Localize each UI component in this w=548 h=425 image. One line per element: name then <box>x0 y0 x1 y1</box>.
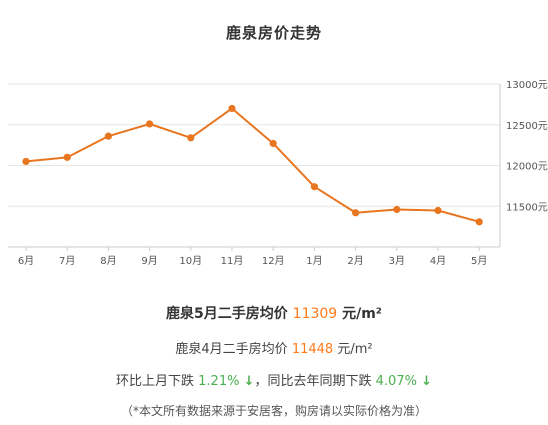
mom-value: 1.21% <box>198 374 240 389</box>
data-point <box>187 134 195 142</box>
chart-title: 鹿泉房价走势 <box>225 24 322 42</box>
y-tick-label: 11500元 <box>506 202 548 213</box>
yoy-prefix: ，同比去年同期下跌 <box>254 374 372 389</box>
x-tick-label: 12月 <box>262 255 285 267</box>
current-price-line: 鹿泉5月二手房均价 11309 元/m² <box>0 303 548 323</box>
price-trend-chart: 11500元 12000元 12500元 13000元 6月 7月 8月 9月 10月 11月 12… <box>8 80 548 267</box>
previous-price-unit: 元/m² <box>337 342 373 357</box>
change-line: 环比上月下跌 1.21% ↓，同比去年同期下跌 4.07% ↓ <box>0 370 548 389</box>
data-point <box>228 104 236 113</box>
yoy-down-arrow-icon: ↓ <box>421 374 433 389</box>
data-point <box>475 218 483 226</box>
data-point <box>434 206 442 215</box>
previous-price-value: 11448 <box>291 342 334 357</box>
x-tick-label: 9月 <box>141 255 157 267</box>
previous-price-line: 鹿泉4月二手房均价 11448 元/m² <box>0 338 548 357</box>
data-point <box>310 183 318 191</box>
yoy-value: 4.07% <box>375 374 417 389</box>
data-point <box>63 153 71 161</box>
x-tick-label: 1月 <box>306 255 322 267</box>
current-price-value: 11309 <box>292 306 338 322</box>
x-tick-label: 3月 <box>389 255 405 267</box>
data-source-note: （*本文所有数据来源于安居客，购房请以实际价格为准） <box>120 404 427 418</box>
current-price-unit: 元/m² <box>342 306 382 322</box>
data-point <box>393 205 401 214</box>
y-tick-label: 13000元 <box>506 80 548 91</box>
data-point <box>146 120 154 128</box>
previous-price-prefix: 鹿泉4月二手房均价 <box>175 342 288 357</box>
data-point <box>22 157 30 166</box>
x-tick-label: 7月 <box>59 255 75 267</box>
x-tick-label: 5月 <box>471 255 487 267</box>
y-tick-label: 12000元 <box>506 162 548 173</box>
x-tick-label: 11月 <box>221 255 244 267</box>
x-tick-label: 6月 <box>18 255 34 267</box>
data-point <box>352 209 360 217</box>
x-tick-label: 8月 <box>100 255 116 267</box>
series-line <box>25 107 480 223</box>
current-price-prefix: 鹿泉5月二手房均价 <box>166 306 288 322</box>
y-tick-label: 12500元 <box>506 121 548 132</box>
x-tick-label: 10月 <box>179 255 202 267</box>
mom-down-arrow-icon: ↓ <box>243 374 255 389</box>
mom-prefix: 环比上月下跌 <box>115 374 194 389</box>
data-point <box>104 132 112 140</box>
x-tick-label: 2月 <box>347 255 363 267</box>
data-point <box>269 139 277 148</box>
x-tick-label: 4月 <box>430 255 446 267</box>
